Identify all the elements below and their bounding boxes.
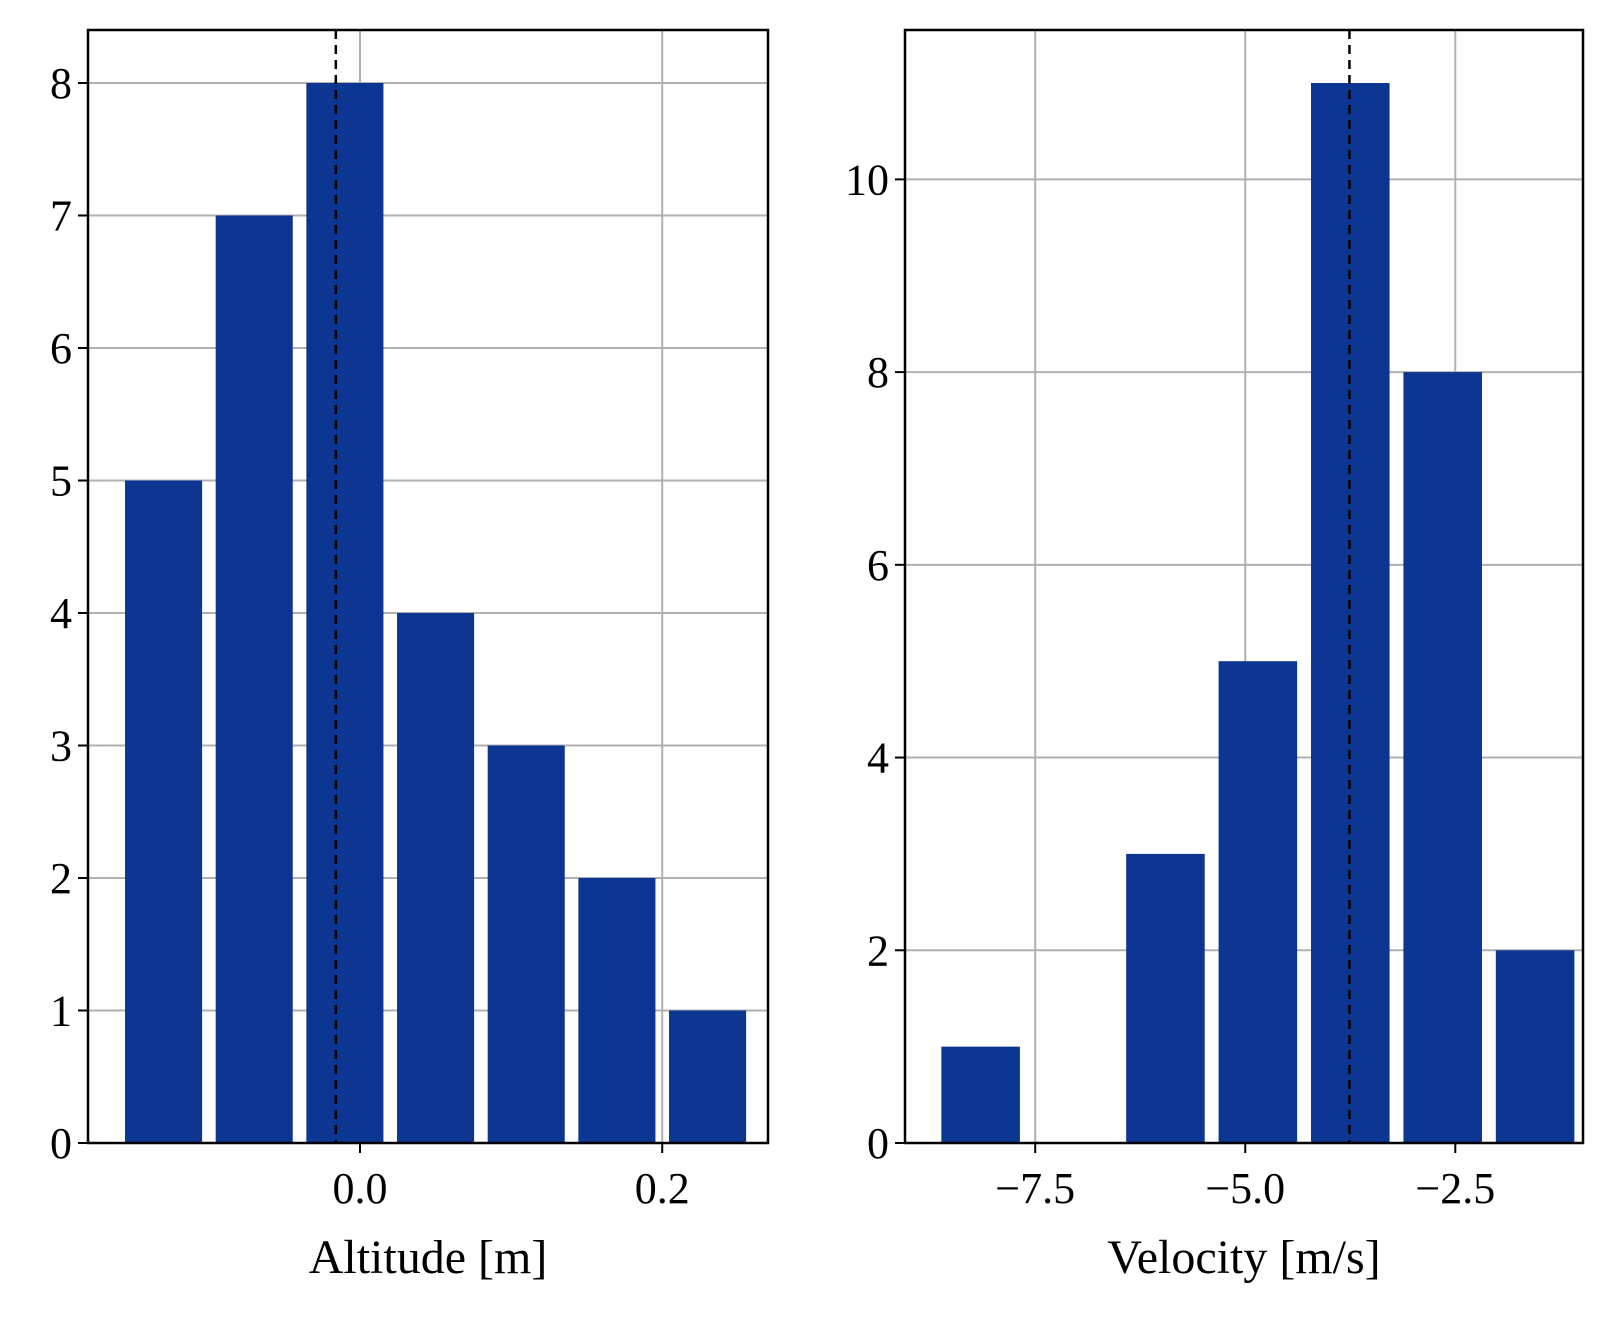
panel-velocity: −7.5 −5.0 −2.5 0 2 4 6 8 10 Velocity [m/s]	[845, 28, 1585, 1284]
velocity-ytick-label: 10	[845, 155, 889, 204]
altitude-bar	[578, 878, 656, 1143]
panel-altitude: 0.0 0.2 0 1 2 3 4 5 6 7 8 Altitude [m]	[50, 28, 770, 1284]
altitude-bar	[125, 480, 203, 1143]
altitude-ytick-label: 2	[50, 854, 72, 903]
velocity-ytick-label: 0	[867, 1119, 889, 1168]
velocity-ytick-label: 6	[867, 541, 889, 590]
velocity-xtick-label: −2.5	[1415, 1164, 1495, 1213]
altitude-ytick-label: 5	[50, 457, 72, 506]
velocity-xtick-label: −7.5	[995, 1164, 1075, 1213]
altitude-xaxis-label: Altitude [m]	[309, 1231, 548, 1284]
altitude-ytick-label: 7	[50, 192, 72, 241]
altitude-axes-frame	[86, 28, 770, 1145]
velocity-bar	[1126, 853, 1205, 1143]
velocity-ytick-label: 8	[867, 348, 889, 397]
altitude-bar	[215, 215, 293, 1143]
velocity-bar	[1403, 372, 1482, 1143]
velocity-bar	[1495, 950, 1575, 1143]
altitude-bar	[669, 1010, 747, 1143]
altitude-xtick-label: 0.0	[333, 1164, 388, 1213]
altitude-bar	[487, 745, 565, 1143]
altitude-ytick-label: 6	[50, 324, 72, 373]
velocity-bar	[1218, 661, 1298, 1143]
altitude-ytick-label: 4	[50, 589, 72, 638]
altitude-ytick-label: 8	[50, 59, 72, 108]
altitude-bar	[397, 613, 475, 1143]
altitude-bar	[306, 83, 384, 1143]
velocity-bar	[941, 1046, 1020, 1143]
velocity-xaxis-label: Velocity [m/s]	[1107, 1231, 1380, 1284]
velocity-ytick-label: 4	[867, 734, 889, 783]
velocity-axes-frame	[903, 28, 1585, 1145]
altitude-ytick-label: 1	[50, 987, 72, 1036]
velocity-ytick-label: 2	[867, 926, 889, 975]
altitude-ytick-label: 3	[50, 722, 72, 771]
velocity-xtick-label: −5.0	[1205, 1164, 1285, 1213]
altitude-xtick-label: 0.2	[635, 1164, 690, 1213]
altitude-ytick-label: 0	[50, 1119, 72, 1168]
